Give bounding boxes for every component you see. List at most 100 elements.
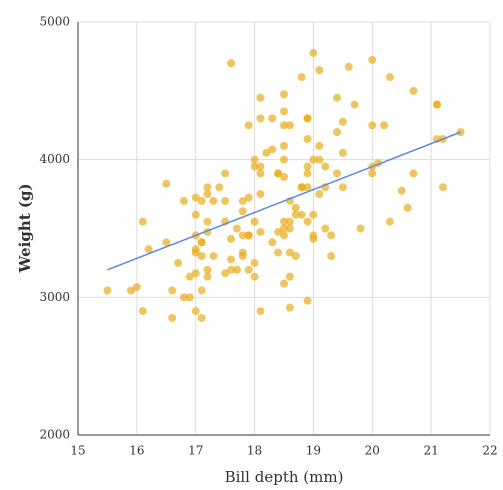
- point: [203, 265, 212, 274]
- point: [303, 114, 312, 123]
- point: [197, 313, 206, 322]
- point: [368, 121, 377, 130]
- point: [285, 224, 294, 233]
- point: [321, 162, 330, 171]
- point: [285, 121, 294, 130]
- point: [256, 114, 265, 123]
- point: [138, 217, 147, 226]
- x-tick-label: 21: [424, 444, 439, 458]
- point: [244, 121, 253, 130]
- point: [238, 231, 247, 240]
- point: [368, 55, 377, 64]
- point: [280, 231, 288, 240]
- point: [280, 141, 288, 150]
- point: [409, 169, 418, 178]
- point: [409, 86, 418, 95]
- point: [309, 155, 318, 164]
- point: [385, 73, 394, 82]
- point: [191, 269, 200, 278]
- point: [174, 258, 183, 267]
- point: [215, 183, 224, 192]
- point: [256, 227, 265, 236]
- point: [268, 145, 277, 154]
- point: [285, 217, 294, 226]
- point: [291, 203, 300, 212]
- point: [280, 90, 288, 99]
- point: [203, 183, 212, 192]
- point: [280, 155, 288, 164]
- point: [285, 303, 294, 312]
- point: [244, 265, 253, 274]
- point: [250, 162, 259, 171]
- point: [262, 148, 271, 157]
- point: [256, 307, 265, 316]
- point: [315, 190, 324, 199]
- point: [274, 227, 283, 236]
- point: [209, 252, 218, 261]
- point: [285, 272, 294, 281]
- point: [332, 128, 341, 137]
- point: [209, 196, 218, 205]
- point: [168, 286, 177, 295]
- point: [309, 234, 318, 243]
- point: [256, 169, 265, 178]
- point: [356, 224, 365, 233]
- x-tick-label: 22: [482, 444, 497, 458]
- point: [203, 217, 212, 226]
- point: [338, 148, 347, 157]
- point: [168, 313, 177, 322]
- point: [250, 155, 259, 164]
- trend-line: [107, 131, 461, 271]
- point: [433, 100, 442, 109]
- point: [103, 286, 112, 295]
- point: [203, 190, 212, 199]
- point: [280, 217, 288, 226]
- point: [309, 210, 318, 219]
- point: [238, 196, 247, 205]
- x-tick-label: 20: [365, 444, 380, 458]
- point: [197, 252, 206, 261]
- point: [132, 283, 141, 292]
- point: [327, 252, 336, 261]
- point: [350, 100, 359, 109]
- point: [191, 193, 200, 202]
- point: [280, 107, 288, 116]
- point: [250, 272, 259, 281]
- point: [368, 169, 377, 178]
- y-tick-label: 5000: [39, 15, 70, 29]
- point: [144, 245, 153, 254]
- point: [280, 121, 288, 130]
- point: [344, 62, 353, 71]
- point: [315, 66, 324, 75]
- point: [274, 248, 283, 257]
- point: [321, 224, 330, 233]
- point: [250, 217, 259, 226]
- point: [250, 258, 259, 267]
- point: [244, 193, 253, 202]
- point: [268, 238, 277, 247]
- x-axis-title: Bill depth (mm): [225, 468, 344, 486]
- point: [227, 59, 236, 68]
- x-tick-label: 16: [129, 444, 144, 458]
- point: [268, 114, 277, 123]
- point: [191, 248, 200, 257]
- point: [338, 183, 347, 192]
- point: [162, 238, 171, 247]
- point: [185, 272, 194, 281]
- point: [227, 234, 236, 243]
- point: [179, 293, 188, 302]
- point: [315, 141, 324, 150]
- point: [280, 224, 288, 233]
- point: [280, 172, 288, 181]
- point: [232, 224, 241, 233]
- point: [238, 252, 247, 261]
- point: [227, 265, 236, 274]
- point: [285, 248, 294, 257]
- point: [221, 169, 230, 178]
- y-tick-label: 3000: [39, 290, 70, 304]
- point: [303, 135, 312, 144]
- point: [303, 217, 312, 226]
- point: [403, 203, 412, 212]
- point: [297, 210, 306, 219]
- point: [309, 48, 318, 57]
